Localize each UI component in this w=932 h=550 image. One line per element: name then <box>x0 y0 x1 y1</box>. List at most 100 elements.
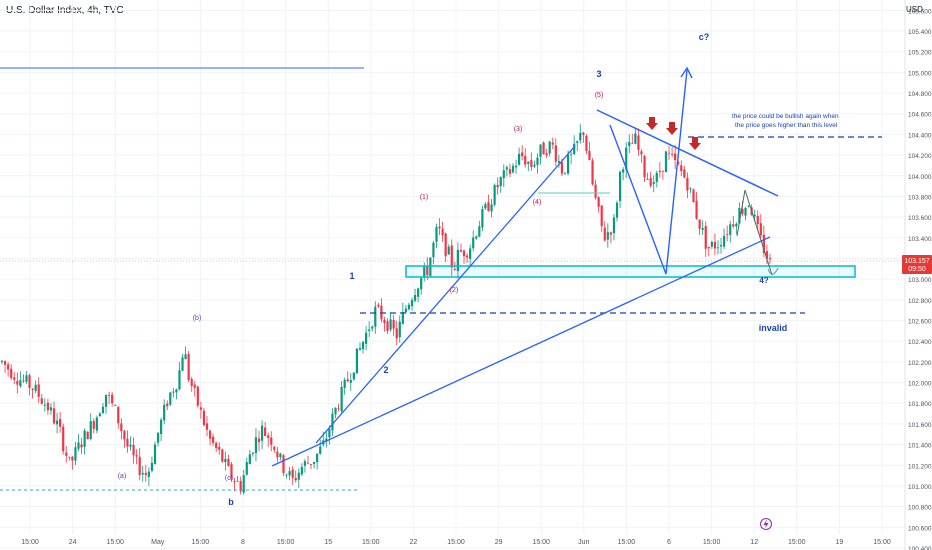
candle-body <box>361 341 365 350</box>
wave-label-b-small: (b) <box>193 315 202 322</box>
candle-body <box>716 247 720 249</box>
trendline-descending <box>596 109 779 197</box>
candle-body <box>410 300 414 307</box>
candle-body <box>52 408 56 424</box>
candle-body <box>459 249 463 252</box>
candle-body <box>123 430 126 440</box>
wave-label-sub2: (2) <box>450 287 459 294</box>
time-tick-label: 6 <box>667 539 671 546</box>
candle-body <box>450 245 453 268</box>
candle-body <box>563 172 567 174</box>
candle-body <box>566 154 570 174</box>
candle-body <box>264 427 267 436</box>
candle-body <box>316 453 319 463</box>
candle-body <box>625 147 628 170</box>
candle-body <box>193 384 196 388</box>
candle-body <box>22 380 25 382</box>
candle-body <box>294 477 297 481</box>
candle-body <box>89 421 92 440</box>
down-arrow-icon <box>689 137 701 150</box>
candle-body <box>107 395 111 396</box>
last-price-value: 103.157 <box>904 258 929 265</box>
candle-body <box>472 237 475 249</box>
candle-body <box>735 223 738 227</box>
price-tick-label: 101.800 <box>908 401 932 408</box>
candle-body <box>618 171 622 202</box>
price-tick-label: 102.400 <box>908 339 932 346</box>
candle-body <box>349 380 352 383</box>
candle-body <box>83 430 86 447</box>
candle-body <box>490 204 493 212</box>
candle-body <box>117 406 120 424</box>
candle-body <box>741 208 744 214</box>
candle-body <box>297 472 300 480</box>
candle-body <box>753 214 756 217</box>
candle-body <box>514 165 518 168</box>
bar-countdown: 09:50 <box>908 266 926 273</box>
candle-body <box>80 444 83 448</box>
candle-body <box>153 444 157 465</box>
candle-body <box>135 455 138 457</box>
candle-body <box>218 446 221 450</box>
candle-body <box>273 446 276 450</box>
price-tick-label: 104.800 <box>908 91 932 98</box>
candle-body <box>184 354 187 360</box>
candle-body <box>227 458 230 466</box>
candle-body <box>704 226 707 249</box>
wave-label-4: 4? <box>759 276 768 285</box>
wave-label-b: b <box>228 497 234 507</box>
candle-body <box>101 406 105 414</box>
candle-body <box>768 258 772 260</box>
price-tick-label: 100.600 <box>908 525 932 532</box>
candle-body <box>132 444 135 456</box>
candle-body <box>511 165 515 173</box>
candle-body <box>270 437 273 445</box>
candle-body <box>224 458 227 463</box>
candle-body <box>352 372 355 380</box>
candle-body <box>493 185 496 205</box>
wave-label-c: c? <box>699 32 710 42</box>
candle-body <box>374 306 377 327</box>
candle-body <box>37 384 40 397</box>
candle-body <box>86 431 89 440</box>
candle-body <box>597 197 600 207</box>
candle-body <box>28 375 31 389</box>
time-tick-label: 15:00 <box>192 539 210 546</box>
candle-body <box>129 444 132 447</box>
candle-body <box>521 152 524 157</box>
projection-arrowhead <box>680 66 693 79</box>
candle-body <box>548 141 551 154</box>
candle-body <box>517 153 521 165</box>
price-tick-label: 101.000 <box>908 484 932 491</box>
candle-body <box>306 462 310 464</box>
candle-body <box>426 265 429 275</box>
wave-label-sub1: (1) <box>420 194 429 201</box>
candlestick-series <box>0 124 772 495</box>
candle-body <box>150 462 154 471</box>
candle-body <box>31 388 34 390</box>
candle-body <box>762 234 765 253</box>
candle-body <box>661 170 665 172</box>
time-tick-label: 8 <box>241 539 245 546</box>
candle-body <box>713 241 717 249</box>
candle-body <box>615 202 619 218</box>
candle-body <box>291 469 294 478</box>
candle-body <box>254 437 258 454</box>
candle-body <box>282 455 285 474</box>
candle-body <box>603 227 606 241</box>
candle-body <box>358 348 362 350</box>
bullish-note-line1: the price could be bullish again when <box>732 113 839 120</box>
candle-body <box>104 394 108 407</box>
price-tick-label: 103.400 <box>908 236 932 243</box>
candle-body <box>692 189 695 203</box>
candle-body <box>126 438 129 447</box>
candle-body <box>172 391 175 393</box>
candle-body <box>340 386 343 412</box>
wave-label-3: 3 <box>596 69 601 79</box>
time-tick-label: 15:00 <box>532 539 550 546</box>
candle-body <box>524 155 527 165</box>
price-axis: 105.600 105.400 105.200 105.000 104.800 104.6… <box>908 8 932 550</box>
candle-body <box>95 417 98 431</box>
candle-body <box>628 141 631 147</box>
